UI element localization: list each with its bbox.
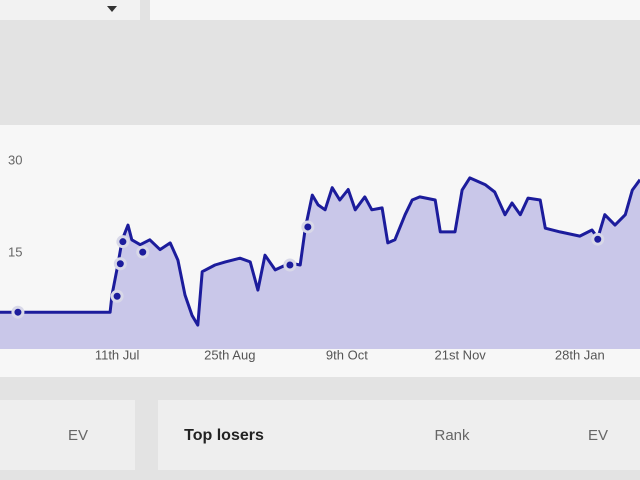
x-tick-label: 21st Nov: [435, 347, 487, 362]
dropdown[interactable]: [0, 0, 140, 20]
x-tick-label: 28th Jan: [555, 347, 605, 362]
x-tick-label: 25th Aug: [204, 347, 255, 362]
marker: [591, 232, 605, 246]
marker: [136, 245, 150, 259]
card-title: Top losers: [184, 427, 264, 444]
marker: [116, 235, 130, 249]
marker: [113, 257, 127, 271]
top-field: [150, 0, 640, 20]
losers-card: [158, 400, 640, 470]
marker: [110, 289, 124, 303]
x-tick-label: 9th Oct: [326, 347, 368, 362]
x-tick-label: 11th Jul: [95, 347, 140, 362]
column-header: EV: [68, 427, 88, 444]
marker: [11, 305, 25, 319]
left-card: [0, 400, 135, 470]
y-tick-label: 30: [8, 152, 22, 167]
y-tick-label: 15: [8, 244, 22, 259]
line: [0, 176, 640, 327]
column-header[interactable]: EV: [588, 427, 608, 444]
dropdown-arrow[interactable]: [107, 6, 117, 12]
marker: [301, 220, 315, 234]
marker: [283, 258, 297, 272]
column-header[interactable]: Rank: [434, 427, 470, 444]
area: [0, 177, 640, 349]
